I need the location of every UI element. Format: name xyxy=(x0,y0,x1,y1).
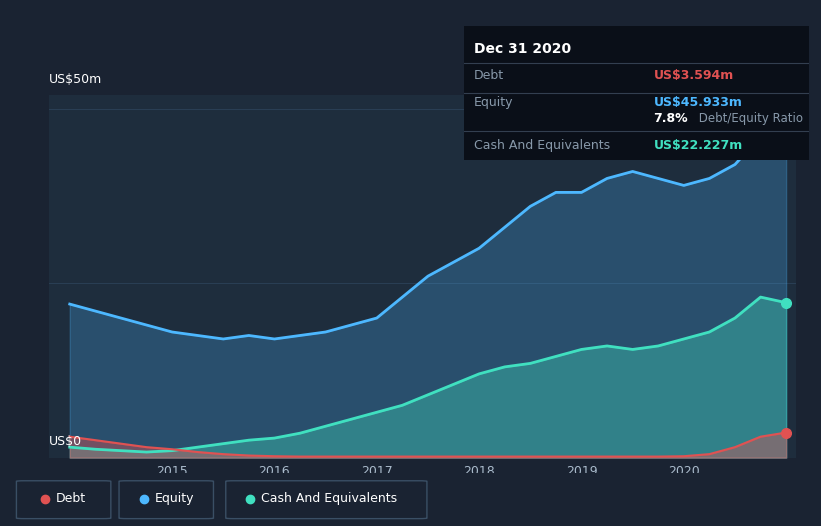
Text: US$22.227m: US$22.227m xyxy=(654,139,743,152)
Text: US$3.594m: US$3.594m xyxy=(654,69,734,83)
Text: Debt/Equity Ratio: Debt/Equity Ratio xyxy=(695,113,803,125)
Text: Cash And Equivalents: Cash And Equivalents xyxy=(475,139,610,152)
Text: US$0: US$0 xyxy=(49,435,82,448)
Text: Debt: Debt xyxy=(475,69,504,83)
Text: 7.8%: 7.8% xyxy=(654,113,688,125)
Text: Equity: Equity xyxy=(475,96,514,109)
Text: Equity: Equity xyxy=(154,492,194,505)
Text: US$45.933m: US$45.933m xyxy=(654,96,742,109)
Text: US$50m: US$50m xyxy=(49,73,103,86)
Text: Dec 31 2020: Dec 31 2020 xyxy=(475,43,571,56)
Text: Debt: Debt xyxy=(56,492,86,505)
Text: Cash And Equivalents: Cash And Equivalents xyxy=(261,492,397,505)
